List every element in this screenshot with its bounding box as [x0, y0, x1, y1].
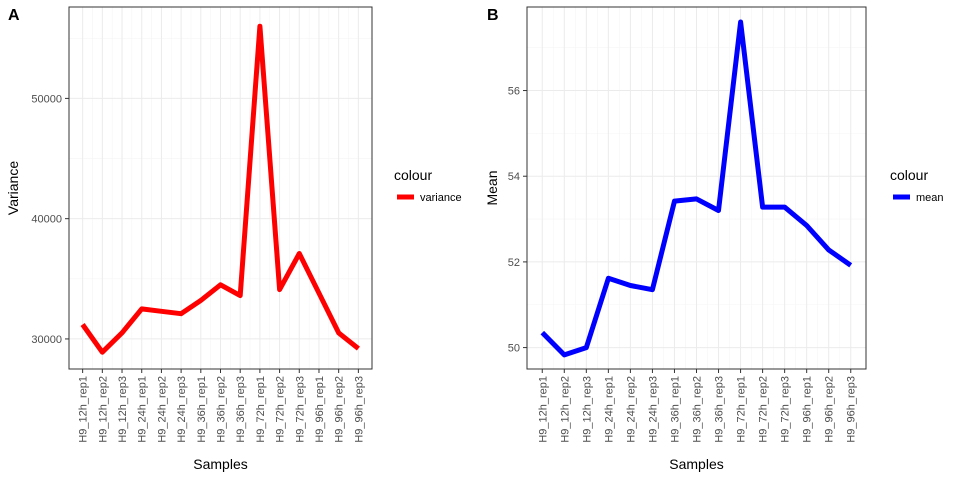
- panel-b-x-axis-title: Samples: [669, 456, 723, 472]
- panel-a-y-axis-title: Variance: [5, 161, 21, 215]
- panel-a-x-tick-label: H9_36h_rep2: [216, 376, 228, 443]
- panel-b-x-tick-label: H9_12h_rep2: [559, 376, 571, 443]
- panel-a-x-tick-label: H9_96h_rep3: [353, 376, 365, 443]
- panel-a-x-tick-label: H9_24h_rep1: [137, 376, 149, 443]
- panel-a-letter: A: [8, 7, 20, 24]
- panel-a-y-tick-label: 50000: [31, 93, 62, 105]
- panel-a-x-tick-label: H9_72h_rep1: [255, 376, 267, 443]
- panel-a-x-tick-label: H9_24h_rep2: [156, 376, 168, 443]
- panel-a-x-tick-label: H9_96h_rep2: [334, 376, 346, 443]
- panel-b-y-tick-label: 50: [508, 343, 520, 355]
- panel-a-x-tick-label: H9_24h_rep3: [176, 376, 188, 443]
- panel-b-letter: B: [487, 7, 499, 24]
- panel-b-x-tick-label: H9_24h_rep1: [603, 376, 615, 443]
- panel-b-x-tick-label: H9_96h_rep3: [846, 376, 858, 443]
- panel-b-x-tick-label: H9_96h_rep2: [824, 376, 836, 443]
- panel-b-x-tick-label: H9_36h_rep2: [692, 376, 704, 443]
- panel-b-y-axis-title: Mean: [484, 170, 500, 205]
- panel-b-x-tick-label: H9_72h_rep3: [780, 376, 792, 443]
- panel-b-x-tick-label: H9_36h_rep3: [714, 376, 726, 443]
- panel-b-x-tick-label: H9_12h_rep3: [581, 376, 593, 443]
- panel-b-x-tick-label: H9_96h_rep1: [802, 376, 814, 443]
- panel-b-x-tick-label: H9_24h_rep3: [647, 376, 659, 443]
- panel-a-x-tick-label: H9_12h_rep1: [78, 376, 90, 443]
- panel-b-x-tick-label: H9_72h_rep2: [758, 376, 770, 443]
- panel-b-y-tick-label: 52: [508, 257, 520, 269]
- panel-a-x-tick-label: H9_96h_rep1: [314, 376, 326, 443]
- panel-a-y-tick-label: 30000: [31, 334, 62, 346]
- panel-a-legend-title: colour: [394, 167, 432, 183]
- panel-b-x-tick-label: H9_72h_rep1: [736, 376, 748, 443]
- panel-b-y-tick-label: 54: [508, 171, 520, 183]
- panel-b-legend-label: mean: [916, 192, 944, 204]
- panel-b-x-tick-label: H9_36h_rep1: [669, 376, 681, 443]
- panel-a-x-tick-label: H9_36h_rep1: [196, 376, 208, 443]
- panel-a-x-tick-label: H9_72h_rep2: [275, 376, 287, 443]
- panel-a-x-tick-label: H9_36h_rep3: [235, 376, 247, 443]
- panel-b-y-tick-label: 56: [508, 86, 520, 98]
- panel-a-y-tick-label: 40000: [31, 214, 62, 226]
- panel-b-x-tick-label: H9_12h_rep1: [537, 376, 549, 443]
- panel-a-x-tick-label: H9_72h_rep3: [294, 376, 306, 443]
- panel-a-x-tick-label: H9_12h_rep3: [117, 376, 129, 443]
- panel-b-legend-title: colour: [890, 167, 928, 183]
- panel-a-legend-label: variance: [420, 192, 462, 204]
- panel-a-x-axis-title: Samples: [193, 456, 247, 472]
- panel-a-x-tick-label: H9_12h_rep2: [97, 376, 109, 443]
- panel-b-x-tick-label: H9_24h_rep2: [625, 376, 637, 443]
